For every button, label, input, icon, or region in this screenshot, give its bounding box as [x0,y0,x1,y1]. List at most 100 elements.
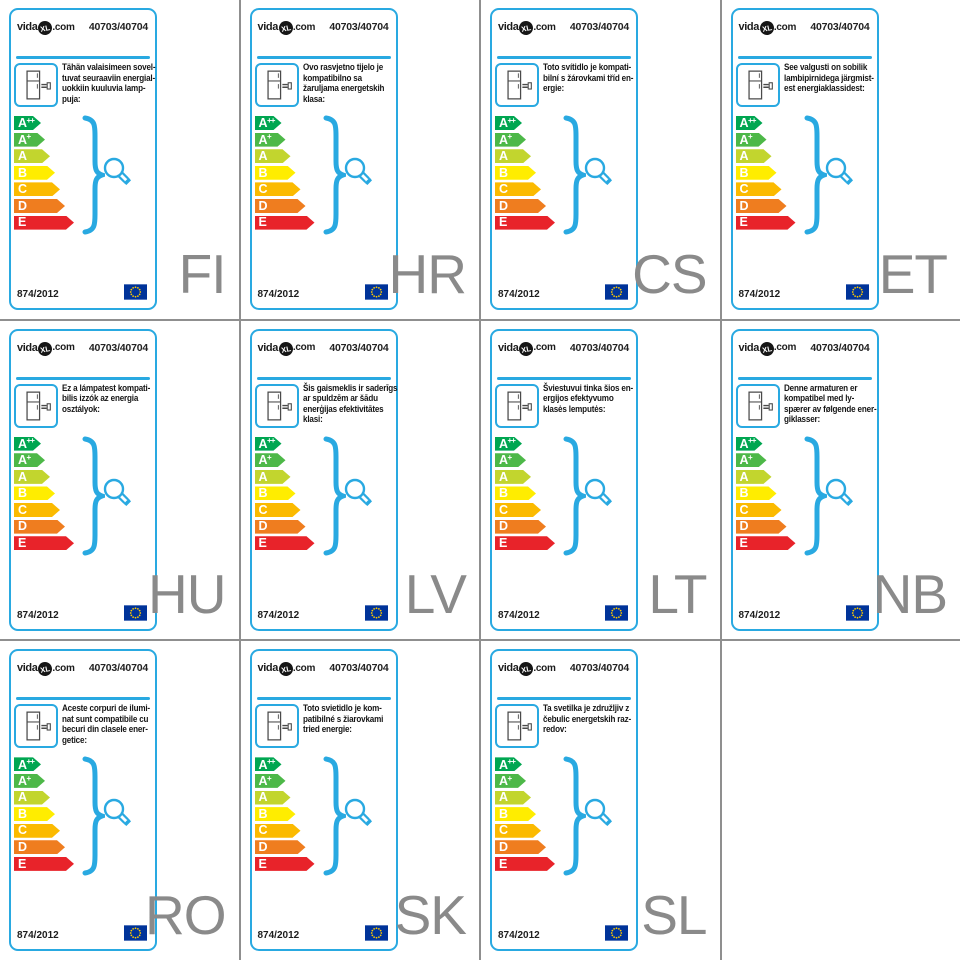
header-divider [16,56,150,59]
eu-flag-icon [124,604,147,621]
luminaire-icon [266,711,292,741]
energy-class-arrow-B: B [736,166,777,180]
energy-class-arrow-E: E [495,216,555,230]
class-letter: B [258,165,268,180]
energy-class-arrow-A: A [14,149,50,163]
energy-class-arrow-A++: A++ [495,437,522,451]
label-cell: vida XL .com 40703/40704 Tähän valaisimeen… [0,0,239,319]
class-letter: D [18,198,27,213]
card-header: vida XL .com 40703/40704 [258,338,389,358]
vidaxl-logo: vida XL .com [498,340,556,357]
card-header: vida XL .com 40703/40704 [17,658,148,678]
class-letter: A+ [739,132,752,147]
model-number: 40703/40704 [810,341,870,354]
class-letter: C [739,182,749,197]
energy-class-arrow-C: C [14,503,60,517]
language-code: SL [641,883,707,946]
language-code: ET [878,242,948,305]
eu-flag-icon [364,604,388,621]
class-letter: A [18,148,27,163]
class-letter: D [18,840,27,855]
header-divider [256,56,391,59]
brand-com-text: .com [533,662,556,674]
energy-scale: A++ A+ A B C D E [736,116,796,232]
class-letter: E [258,535,267,550]
language-code: FI [178,242,227,305]
class-letter: A [258,790,268,805]
energy-class-arrow-A+: A+ [495,453,526,467]
class-letter: A++ [18,757,34,772]
brace-icon [323,436,346,556]
brand-text: vida [738,21,760,33]
bulb-icon [103,478,131,506]
language-code: LT [648,563,707,626]
energy-class-arrow-C: C [255,503,301,517]
model-number: 40703/40704 [88,662,148,675]
luminaire-icon [266,391,292,421]
card-header: vida XL .com 40703/40704 [17,338,148,358]
class-letter: A+ [499,132,512,147]
vidaxl-logo: vida XL .com [17,19,75,37]
brand-xl-badge-icon: XL [758,340,776,357]
language-code: LV [404,563,467,626]
energy-class-arrow-A++: A++ [495,757,522,771]
label-description: Toto svietidlo je kom- patibilné s žiaro… [302,703,383,735]
bulb-icon [344,478,372,506]
card-header: vida XL .com 40703/40704 [498,338,629,358]
luminaire-pictogram [735,63,780,107]
class-letter: E [499,215,507,230]
label-description: See valgusti on sobilik lambipirnidega j… [783,62,874,93]
energy-class-arrow-A: A [14,791,50,805]
class-letter: A [18,790,27,805]
energy-class-arrow-E: E [255,216,315,230]
class-letter: C [258,502,268,517]
model-number: 40703/40704 [569,662,629,675]
label-cell: vida XL .com 40703/40704 Ovo rasvjetno tij… [240,0,479,319]
class-letter: A++ [258,115,275,131]
vidaxl-logo: vida XL .com [498,661,556,678]
class-letter: A+ [18,132,31,147]
energy-class-arrow-A: A [495,470,531,484]
model-number: 40703/40704 [88,21,148,33]
brand-text: vida [498,662,519,675]
label-description: Ovo rasvjetno tijelo je kompatibilno sa … [302,62,384,104]
class-letter: E [499,535,507,550]
luminaire-pictogram [495,704,539,749]
energy-scale: A++ A+ A B C D E [255,437,315,553]
class-letter: A [18,469,27,484]
model-number: 40703/40704 [329,341,389,354]
class-letter: E [258,215,267,230]
class-letter: C [18,182,27,197]
class-letter: C [258,182,268,197]
energy-class-arrow-A+: A+ [14,774,45,788]
header-divider [16,376,150,380]
energy-scale: A++ A+ A B C D E [14,116,74,232]
eu-flag-icon [845,284,869,300]
energy-class-arrow-D: D [736,520,787,534]
label-description: Aceste corpuri de ilumi- nat sunt compat… [62,703,150,745]
vidaxl-logo: vida XL .com [739,340,796,357]
energy-class-arrow-A++: A++ [736,116,763,130]
brace-icon [323,115,346,235]
class-letter: C [739,502,749,517]
card-header: vida XL .com 40703/40704 [739,17,870,37]
energy-class-arrow-A: A [495,149,531,163]
energy-scale: A++ A+ A B C D E [736,437,796,553]
energy-class-arrow-C: C [495,824,541,838]
class-letter: A++ [18,115,34,131]
brand-text: vida [17,21,38,33]
energy-class-arrow-A++: A++ [495,116,522,130]
card-header: vida XL .com 40703/40704 [258,658,389,678]
energy-class-arrow-B: B [14,166,55,180]
class-letter: A+ [18,773,31,789]
regulation-number: 874/2012 [257,930,300,942]
energy-class-arrow-D: D [255,520,306,534]
energy-class-arrow-D: D [14,199,65,213]
energy-class-arrow-A++: A++ [255,116,282,130]
energy-class-arrow-B: B [255,166,296,180]
class-letter: D [499,840,508,855]
luminaire-icon [507,711,532,741]
class-letter: A [499,790,508,805]
brand-text: vida [257,662,279,675]
